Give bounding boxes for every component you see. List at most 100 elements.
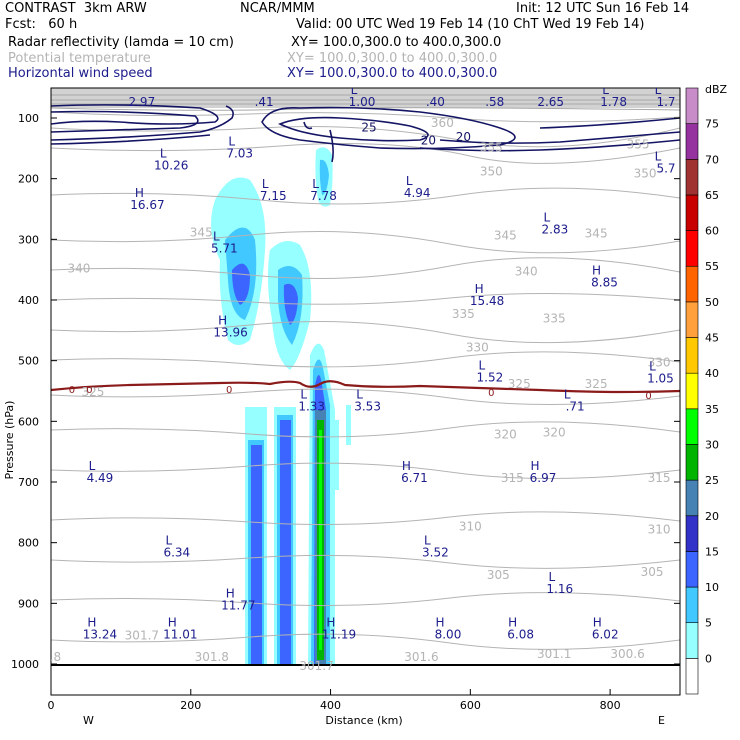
theta-contour-label: 350 xyxy=(480,165,503,179)
colorbar-level-label: 35 xyxy=(705,403,719,416)
refl-top-plume-core xyxy=(319,159,329,195)
colorbar-swatch xyxy=(685,658,699,695)
y-tick-label: 800 xyxy=(18,537,39,550)
model-title: CONTRAST 3km ARW xyxy=(5,1,147,16)
theta-contour-label: 340 xyxy=(515,265,538,279)
extremum-value: 10.26 xyxy=(154,159,188,173)
theta-contour-label: 310 xyxy=(648,523,671,537)
refl-cloud-2-inner xyxy=(283,283,298,325)
y-tick-label: 1000 xyxy=(11,658,39,671)
x-tick-label: 400 xyxy=(320,699,341,712)
x-tick-label: 800 xyxy=(600,699,621,712)
y-tick-label: 500 xyxy=(18,355,39,368)
extremum-value: 1.16 xyxy=(546,582,573,596)
extremum-marker: H xyxy=(592,264,601,278)
extremum-value: 1.33 xyxy=(298,399,325,413)
extremum-value: 8.00 xyxy=(435,628,462,642)
extremum-marker: H xyxy=(531,459,540,473)
extremum-value: 1.05 xyxy=(647,372,674,386)
east-label: E xyxy=(658,714,665,727)
extremum-marker: L xyxy=(479,358,486,372)
theta-contour-label: 301.6 xyxy=(404,650,438,664)
x-tick-label: 0 xyxy=(48,699,55,712)
extremum-marker: H xyxy=(326,616,335,630)
colorbar-swatch xyxy=(685,158,699,196)
freezing-level-label: 0 xyxy=(645,391,651,402)
wind-contour-label: 20 xyxy=(421,134,436,148)
theta-contour-label: 301.8 xyxy=(27,650,61,664)
x-tick-label: 200 xyxy=(180,699,201,712)
colorbar-level-label: 45 xyxy=(705,332,719,345)
colorbar-level-label: 70 xyxy=(705,153,719,166)
extremum-value: .40 xyxy=(426,95,445,109)
freezing-level-line xyxy=(51,380,680,394)
colorbar-swatch xyxy=(685,444,699,481)
y-axis-label: Pressure (hPa) xyxy=(3,401,16,480)
colorbar-unit: dBZ xyxy=(705,83,728,96)
theta-contour-label: 355 xyxy=(480,140,503,154)
extremum-value: .58 xyxy=(485,95,504,109)
extremum-marker: L xyxy=(300,387,307,401)
colorbar-swatch xyxy=(685,515,699,552)
org-label: NCAR/MMM xyxy=(240,1,315,16)
theta-contour-label: 335 xyxy=(543,311,566,325)
colorbar-level-label: 0 xyxy=(705,652,712,665)
extremum-marker: L xyxy=(356,387,363,401)
extremum-value: 16.67 xyxy=(130,198,164,212)
extremum-marker: L xyxy=(649,360,656,374)
freezing-level-label: 0 xyxy=(226,385,232,396)
colorbar-swatch xyxy=(685,479,699,517)
extremum-value: 7.15 xyxy=(260,189,287,203)
theta-contour-label: 335 xyxy=(452,307,475,321)
extremum-marker: L xyxy=(160,147,167,161)
extremum-value: 4.49 xyxy=(87,471,114,485)
colorbar-level-label: 60 xyxy=(705,225,719,238)
extremum-value: .41 xyxy=(255,95,274,109)
extremum-value: 5.71 xyxy=(211,242,238,256)
colorbar-swatch xyxy=(685,337,699,374)
theta-contour-label: 325 xyxy=(508,377,531,391)
theta-contour-label: 305 xyxy=(487,568,510,582)
extremum-marker: L xyxy=(312,177,319,191)
init-time: Init: 12 UTC Sun 16 Feb 14 xyxy=(516,1,690,16)
field3-xy: XY= 100.0,300.0 to 400.0,300.0 xyxy=(287,66,498,81)
colorbar-level-label: 5 xyxy=(705,617,712,630)
field1-xy: XY= 100.0,300.0 to 400.0,300.0 xyxy=(291,35,502,50)
theta-contour-label: 305 xyxy=(641,565,664,579)
field3-name: Horizontal wind speed xyxy=(8,66,153,81)
y-tick-label: 100 xyxy=(18,112,39,125)
extremum-marker: H xyxy=(402,459,411,473)
extremum-marker: H xyxy=(508,616,517,630)
extremum-marker: L xyxy=(406,174,413,188)
extremum-value: 2.97 xyxy=(128,95,155,109)
extremum-value: 15.48 xyxy=(470,294,504,308)
extremum-marker: L xyxy=(564,387,571,401)
extremum-value: 6.97 xyxy=(530,471,557,485)
colorbar-swatch xyxy=(685,194,699,231)
extremum-marker: L xyxy=(165,534,172,548)
extremum-value: 1.78 xyxy=(600,95,627,109)
y-tick-label: 300 xyxy=(18,233,39,246)
forecast-hour: Fcst: 60 h xyxy=(5,17,78,32)
extremum-marker: L xyxy=(548,570,555,584)
theta-contour-label: 345 xyxy=(494,228,517,242)
wind-contour-label: 20 xyxy=(456,130,471,144)
colorbar-swatch xyxy=(685,123,699,160)
colorbar-level-label: 25 xyxy=(705,474,719,487)
extremum-value: 2.83 xyxy=(542,222,569,236)
theta-contour-label: 350 xyxy=(634,166,657,180)
theta-contour-label: 300.6 xyxy=(610,647,644,661)
theta-contour-label: 301.8 xyxy=(195,650,229,664)
extremum-marker: L xyxy=(213,230,220,244)
theta-contours xyxy=(51,111,680,650)
y-tick-label: 600 xyxy=(18,415,39,428)
colorbar-swatch xyxy=(685,622,699,659)
theta-contour-label: 330 xyxy=(466,341,489,355)
wind-speed-contours xyxy=(51,104,680,163)
extremum-value: 2.65 xyxy=(537,95,564,109)
extremum-marker: L xyxy=(655,150,662,164)
extremum-marker: L xyxy=(602,83,609,97)
extremum-marker: H xyxy=(87,616,96,630)
theta-contour-label: 320 xyxy=(543,426,566,440)
